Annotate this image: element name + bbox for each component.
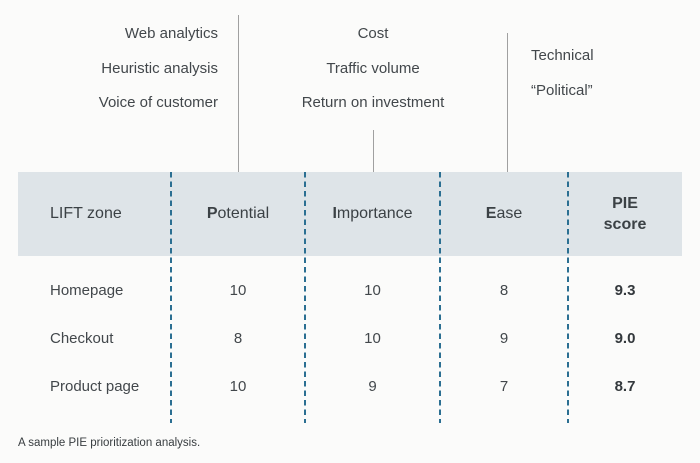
importance-factors-callout: Cost Traffic volume Return on investment	[270, 17, 476, 121]
callout-label: Cost	[357, 25, 389, 42]
importance-cell: 10	[364, 329, 381, 347]
importance-cell: 9	[368, 377, 377, 395]
callout-label: Heuristic analysis	[101, 59, 218, 77]
callout-label: Traffic volume	[326, 59, 420, 77]
column-header-potential: Potential	[206, 205, 270, 222]
table-body: Homepage 10 10 8 9.3 Checkout 8 10 9 9.0…	[18, 256, 682, 410]
figure-caption: A sample PIE prioritization analysis.	[18, 437, 201, 449]
column-header-lift-zone: LIFT zone	[50, 205, 122, 222]
column-header-importance: Importance	[332, 205, 413, 222]
zone-cell: Product page	[50, 377, 140, 395]
callout-label: “Political”	[531, 81, 593, 99]
potential-cell: 8	[233, 329, 243, 347]
pie-score-cell: 9.0	[614, 329, 636, 347]
callout-label: Technical	[531, 47, 594, 64]
ease-callout-line	[507, 33, 508, 189]
ease-factors-callout: Technical “Political”	[531, 39, 594, 108]
column-header-ease: Ease	[485, 205, 523, 222]
pie-score-cell: 8.7	[614, 377, 636, 395]
table-row-homepage: Homepage 10 10 8 9.3	[18, 266, 682, 314]
ease-cell: 8	[499, 281, 509, 299]
ease-cell: 9	[499, 329, 509, 347]
column-header-pie-score: PIE score	[603, 195, 647, 233]
column-separator	[439, 172, 441, 423]
callout-label: Web analytics	[124, 25, 218, 42]
potential-cell: 10	[229, 377, 247, 395]
column-separator	[567, 172, 569, 423]
potential-callout-line	[238, 15, 239, 189]
ease-cell: 7	[499, 377, 509, 395]
column-separator	[304, 172, 306, 423]
importance-callout-line	[373, 130, 374, 188]
callout-label: Return on investment	[301, 94, 445, 111]
zone-cell: Checkout	[50, 329, 114, 347]
column-separator	[170, 172, 172, 423]
table-header-row: LIFT zone Potential Importance Ease PIE …	[18, 172, 682, 256]
table-row-checkout: Checkout 8 10 9 9.0	[18, 314, 682, 362]
importance-cell: 10	[364, 281, 381, 299]
table-row-product-page: Product page 10 9 7 8.7	[18, 362, 682, 410]
zone-cell: Homepage	[50, 281, 124, 299]
potential-factors-callout: Web analytics Heuristic analysis Voice o…	[99, 17, 218, 121]
callout-label: Voice of customer	[98, 94, 218, 111]
pie-score-cell: 9.3	[614, 281, 636, 299]
potential-cell: 10	[229, 281, 247, 299]
